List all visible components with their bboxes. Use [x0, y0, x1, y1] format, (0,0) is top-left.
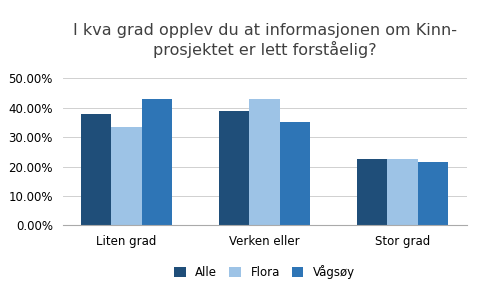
Bar — [218, 111, 249, 225]
Bar — [356, 159, 387, 225]
Legend: Alle, Flora, Vågsøy: Alle, Flora, Vågsøy — [169, 260, 359, 284]
Bar — [249, 99, 279, 225]
Bar — [417, 162, 447, 225]
Bar — [111, 127, 141, 225]
Title: I kva grad opplev du at informasjonen om Kinn-
prosjektet er lett forståelig?: I kva grad opplev du at informasjonen om… — [72, 23, 456, 58]
Bar — [81, 114, 111, 225]
Bar — [279, 123, 310, 225]
Bar — [141, 99, 172, 225]
Bar — [387, 159, 417, 225]
